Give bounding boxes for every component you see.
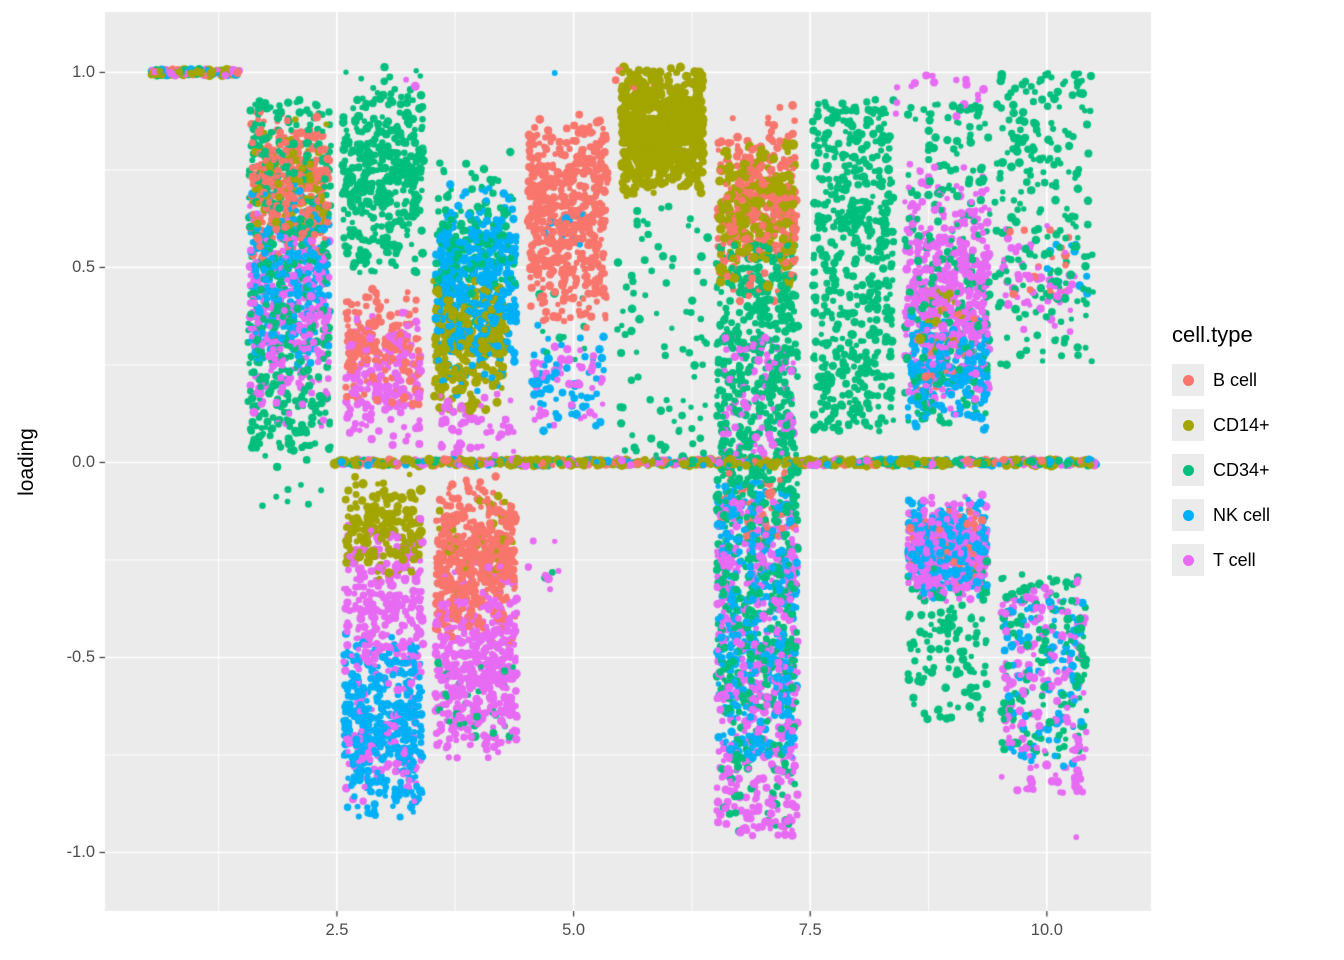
y-tick-label: 0.5 <box>72 258 95 277</box>
legend-item: T cell <box>1172 544 1270 576</box>
legend-item: CD14+ <box>1172 409 1270 441</box>
y-axis-title: loading <box>15 428 38 496</box>
legend-key <box>1172 454 1204 486</box>
legend-item: NK cell <box>1172 499 1270 531</box>
x-tick-label: 10.0 <box>1030 921 1063 939</box>
y-tick-label: -0.5 <box>66 648 95 667</box>
legend-title: cell.type <box>1172 322 1253 347</box>
legend-item-label: B cell <box>1213 369 1258 390</box>
legend-item-label: CD14+ <box>1213 414 1270 435</box>
legend-key <box>1172 499 1204 531</box>
legend-item-label: CD34+ <box>1213 459 1270 480</box>
legend-point-icon <box>1182 464 1194 476</box>
x-tick-label: 7.5 <box>798 921 822 939</box>
legend-items: B cell CD14+ CD34+ NK cell T cell <box>1172 364 1270 576</box>
legend-key <box>1172 409 1204 441</box>
legend-item-label: T cell <box>1213 549 1256 570</box>
legend-point-icon <box>1182 554 1194 566</box>
x-tick-label: 5.0 <box>562 921 586 939</box>
legend: cell.type B cell CD14+ CD34+ NK cell T cell <box>1172 322 1270 589</box>
legend-item-label: NK cell <box>1213 504 1271 525</box>
legend-point-icon <box>1182 509 1194 521</box>
legend-point-icon <box>1182 374 1194 386</box>
legend-key <box>1172 364 1204 396</box>
legend-key <box>1172 544 1204 576</box>
y-tick-label: -1.0 <box>66 843 95 862</box>
legend-item: CD34+ <box>1172 454 1270 486</box>
legend-item: B cell <box>1172 364 1270 396</box>
legend-point-icon <box>1182 419 1194 431</box>
y-tick-label: 0.0 <box>72 453 95 472</box>
y-tick-label: 1.0 <box>72 63 95 82</box>
x-tick-label: 2.5 <box>325 921 349 939</box>
